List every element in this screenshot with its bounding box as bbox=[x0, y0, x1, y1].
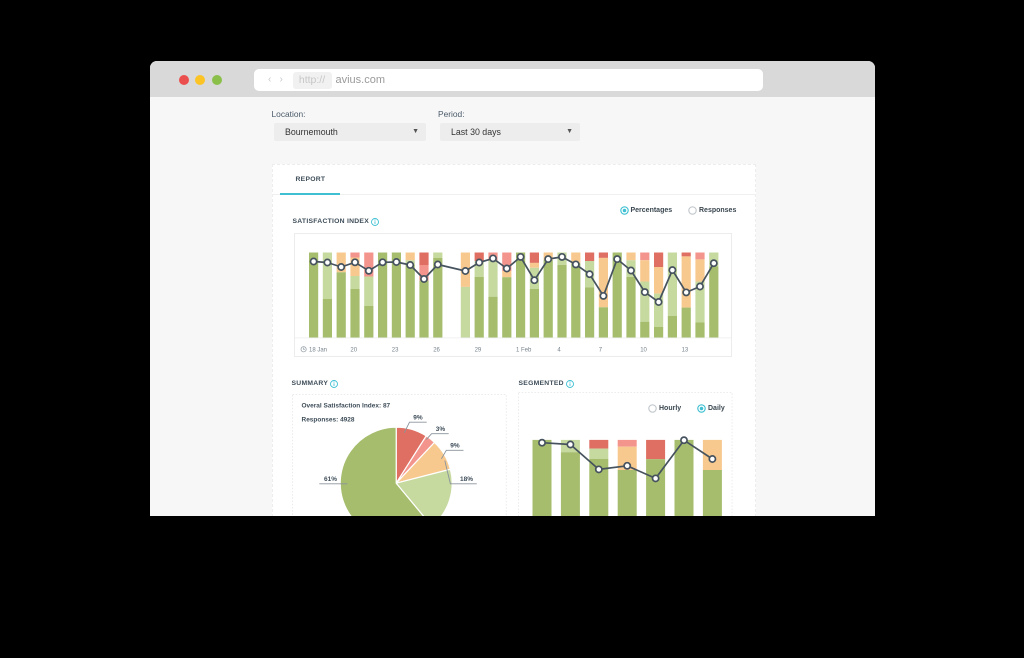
svg-text:1 Feb: 1 Feb bbox=[516, 348, 532, 354]
svg-text:23: 23 bbox=[391, 348, 398, 354]
svg-text:Overal Satisfaction Index: 87: Overal Satisfaction Index: 87 bbox=[301, 403, 390, 410]
svg-text:18%: 18% bbox=[460, 476, 473, 483]
svg-text:3%: 3% bbox=[435, 426, 445, 433]
svg-text:26: 26 bbox=[433, 348, 440, 354]
svg-text:29: 29 bbox=[474, 348, 481, 354]
svg-text:4: 4 bbox=[557, 348, 561, 354]
svg-text:20: 20 bbox=[350, 348, 357, 354]
svg-text:7: 7 bbox=[598, 348, 602, 354]
svg-text:18 Jan: 18 Jan bbox=[309, 348, 327, 354]
svg-text:61%: 61% bbox=[324, 476, 337, 483]
svg-text:13: 13 bbox=[681, 348, 688, 354]
svg-text:9%: 9% bbox=[450, 443, 460, 450]
svg-text:Responses: 4928: Responses: 4928 bbox=[301, 417, 354, 424]
svg-text:10: 10 bbox=[640, 348, 647, 354]
svg-text:9%: 9% bbox=[413, 415, 423, 422]
